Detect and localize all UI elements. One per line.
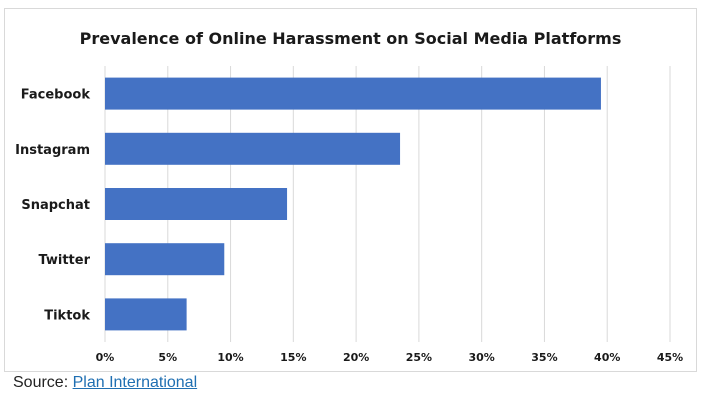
chart-title: Prevalence of Online Harassment on Socia… [79,29,622,48]
bar-tiktok [105,298,187,331]
source-label: Source: [13,374,69,391]
bar-instagram [105,132,401,165]
x-tick-label: 25% [406,351,432,364]
x-tick-label: 5% [158,351,177,364]
bars [105,77,601,331]
x-tick-labels: 0% 5% 10% 15% 20% 25% 30% 35% 40% 45% [96,351,684,364]
category-label: Tiktok [44,308,90,323]
x-tick-label: 0% [96,351,115,364]
x-tick-label: 45% [657,351,683,364]
x-tick-label: 30% [468,351,494,364]
bar-snapchat [105,188,288,220]
x-tick-label: 35% [531,351,557,364]
source-line: Source: Plan International [13,374,197,392]
x-tick-label: 40% [594,351,620,364]
x-tick-label: 15% [280,351,306,364]
bar-twitter [105,243,225,276]
source-link[interactable]: Plan International [72,374,198,391]
bar-facebook [105,77,601,110]
category-labels: Facebook Instagram Snapchat Twitter Tiktok [15,88,90,324]
x-tick-label: 20% [343,351,369,364]
category-label: Facebook [21,88,91,103]
x-tick-label: 10% [217,351,243,364]
category-label: Snapchat [21,198,90,213]
category-label: Twitter [38,253,90,268]
category-label: Instagram [15,143,90,158]
